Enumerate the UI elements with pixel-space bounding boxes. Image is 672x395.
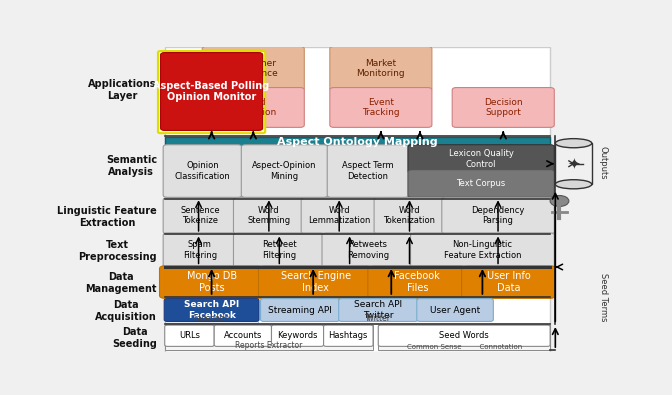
Text: Data
Seeding: Data Seeding — [112, 327, 157, 349]
Text: Word
Stemming: Word Stemming — [247, 206, 290, 226]
FancyBboxPatch shape — [158, 51, 265, 133]
Text: Retweets
Removing: Retweets Removing — [347, 241, 389, 260]
Text: Text
Preprocessing: Text Preprocessing — [78, 241, 157, 262]
Text: Consumer
Preference: Consumer Preference — [229, 59, 278, 78]
Text: Mongo DB
Posts: Mongo DB Posts — [187, 271, 237, 293]
Text: Dependency
Parsing: Dependency Parsing — [471, 206, 525, 226]
FancyBboxPatch shape — [163, 198, 237, 234]
FancyBboxPatch shape — [301, 198, 377, 234]
Text: Keywords: Keywords — [278, 331, 318, 340]
FancyBboxPatch shape — [259, 266, 373, 298]
Text: User Agent: User Agent — [430, 306, 480, 314]
FancyBboxPatch shape — [271, 325, 324, 346]
FancyBboxPatch shape — [161, 53, 263, 130]
Bar — [378, 325, 550, 350]
FancyBboxPatch shape — [202, 47, 304, 91]
FancyBboxPatch shape — [417, 299, 493, 322]
Text: Semantic
Analysis: Semantic Analysis — [106, 155, 157, 177]
FancyBboxPatch shape — [202, 88, 304, 128]
FancyBboxPatch shape — [233, 233, 325, 267]
Ellipse shape — [555, 180, 592, 189]
Text: Linguistic Feature
Extraction: Linguistic Feature Extraction — [57, 206, 157, 228]
Text: Spam
Filtering: Spam Filtering — [183, 241, 217, 260]
FancyBboxPatch shape — [374, 198, 445, 234]
FancyBboxPatch shape — [411, 233, 554, 267]
Text: User Info
Data: User Info Data — [487, 271, 530, 293]
Text: Word
Tokenization: Word Tokenization — [384, 206, 435, 226]
Text: ✦: ✦ — [567, 156, 580, 171]
FancyBboxPatch shape — [330, 88, 432, 128]
Text: Lexicon Quality
Control: Lexicon Quality Control — [449, 149, 513, 169]
Text: Aspect Ontology Mapping: Aspect Ontology Mapping — [277, 137, 437, 147]
Text: Data
Acquisition: Data Acquisition — [95, 301, 157, 322]
FancyBboxPatch shape — [327, 145, 409, 198]
Text: Common Sense        Connotation: Common Sense Connotation — [407, 344, 522, 350]
FancyBboxPatch shape — [339, 299, 418, 322]
Text: Search API
Facebook: Search API Facebook — [184, 300, 239, 320]
Text: Decision
Support: Decision Support — [484, 98, 523, 117]
Circle shape — [550, 196, 569, 207]
Text: Opinion
Classification: Opinion Classification — [175, 161, 230, 181]
Text: Text Corpus: Text Corpus — [456, 179, 506, 188]
Text: Streaming API: Streaming API — [268, 306, 332, 314]
Text: Search API
Twitter: Search API Twitter — [354, 300, 403, 320]
Text: Aspect Term
Detection: Aspect Term Detection — [342, 161, 394, 181]
Bar — [165, 297, 259, 323]
Text: Facebook: Facebook — [194, 314, 229, 323]
Text: Accounts: Accounts — [224, 331, 262, 340]
Text: Applications
Layer: Applications Layer — [89, 79, 157, 101]
Text: Outputs: Outputs — [599, 146, 607, 180]
Text: Hashtags: Hashtags — [329, 331, 368, 340]
FancyBboxPatch shape — [163, 233, 237, 267]
FancyBboxPatch shape — [408, 145, 554, 173]
Bar — [555, 143, 592, 184]
Text: Retweet
Filtering: Retweet Filtering — [262, 241, 296, 260]
FancyBboxPatch shape — [159, 266, 263, 298]
FancyBboxPatch shape — [462, 266, 555, 298]
FancyBboxPatch shape — [233, 198, 304, 234]
Bar — [165, 137, 550, 146]
Bar — [165, 325, 373, 350]
Text: Facebook
Files: Facebook Files — [394, 271, 440, 293]
FancyBboxPatch shape — [330, 47, 432, 91]
Text: Trend
Prediction: Trend Prediction — [230, 98, 276, 117]
Text: Non-Linguistic
Feature Extraction: Non-Linguistic Feature Extraction — [444, 241, 521, 260]
FancyBboxPatch shape — [452, 88, 554, 128]
Text: Sentence
Tokenize: Sentence Tokenize — [180, 206, 220, 226]
Text: Word
Lemmatization: Word Lemmatization — [308, 206, 370, 226]
FancyBboxPatch shape — [324, 325, 373, 346]
Text: Search Engine
Index: Search Engine Index — [281, 271, 351, 293]
FancyBboxPatch shape — [408, 170, 554, 198]
Text: Aspect-Opinion
Mining: Aspect-Opinion Mining — [252, 161, 317, 181]
Text: Event
Tracking: Event Tracking — [362, 98, 400, 117]
Ellipse shape — [555, 139, 592, 148]
Text: Seed Terms: Seed Terms — [599, 273, 607, 321]
Text: Aspect-Based Polling
Opinion Monitor: Aspect-Based Polling Opinion Monitor — [153, 81, 269, 102]
FancyBboxPatch shape — [378, 325, 550, 346]
FancyBboxPatch shape — [241, 145, 328, 198]
FancyBboxPatch shape — [214, 325, 271, 346]
Text: Market
Monitoring: Market Monitoring — [357, 59, 405, 78]
Text: URLs: URLs — [179, 331, 200, 340]
Text: Seed Words: Seed Words — [439, 331, 489, 340]
FancyBboxPatch shape — [165, 325, 214, 346]
Text: Data
Management: Data Management — [85, 272, 157, 294]
FancyBboxPatch shape — [261, 299, 340, 322]
FancyBboxPatch shape — [368, 266, 467, 298]
FancyBboxPatch shape — [442, 198, 554, 234]
FancyBboxPatch shape — [164, 299, 259, 322]
Text: Twitter: Twitter — [366, 314, 391, 323]
Text: Reports Extractor: Reports Extractor — [235, 341, 302, 350]
FancyBboxPatch shape — [163, 145, 242, 198]
FancyBboxPatch shape — [322, 233, 414, 267]
Bar — [165, 47, 550, 352]
